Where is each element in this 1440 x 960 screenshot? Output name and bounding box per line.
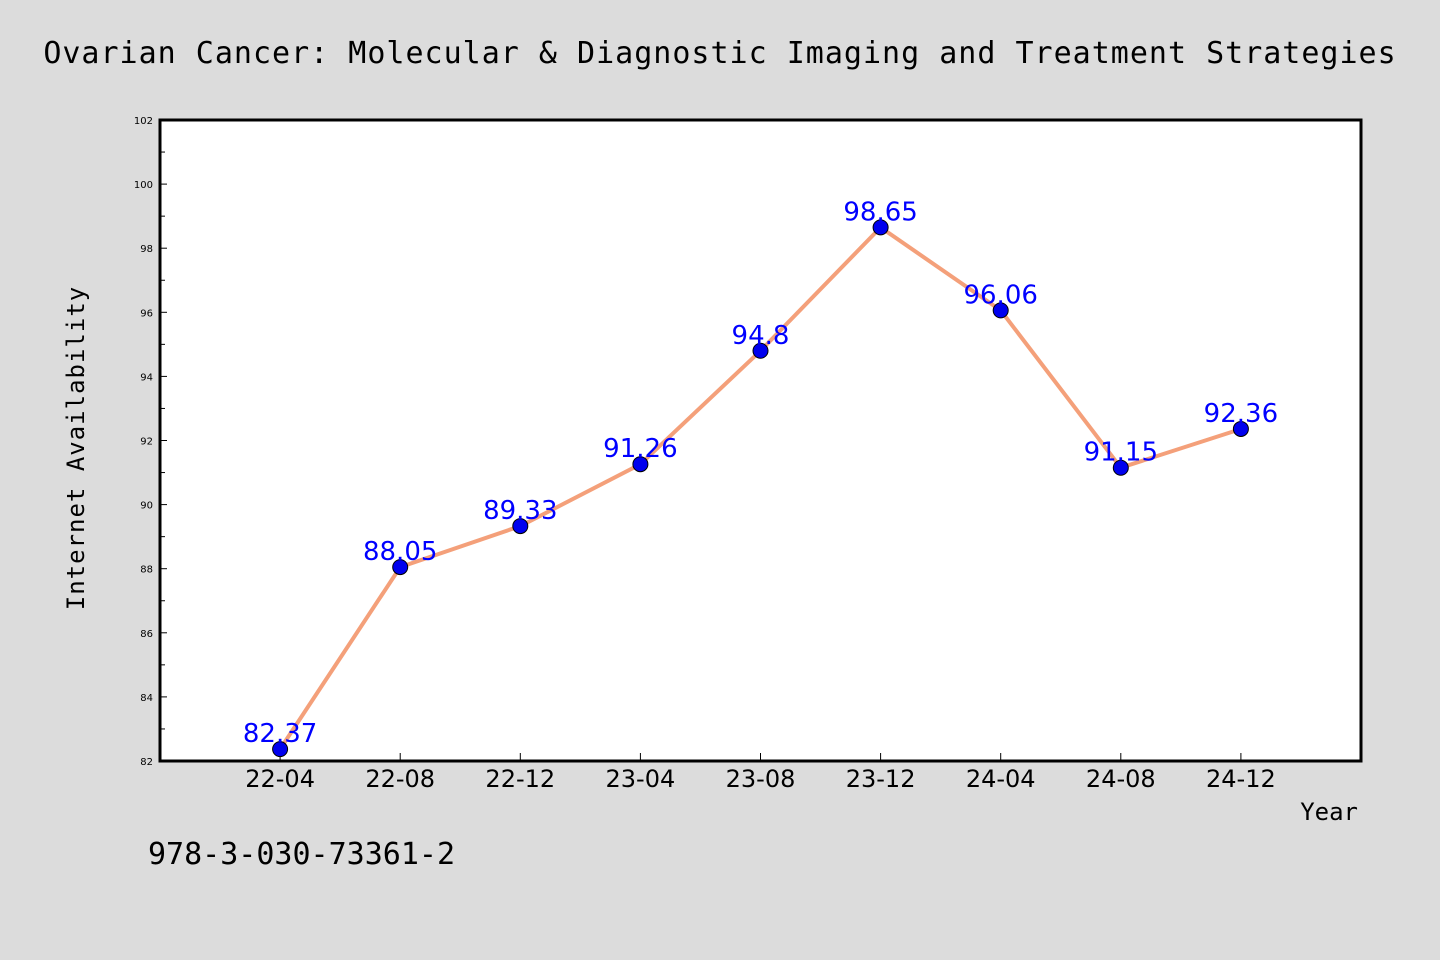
data-label: 82.37: [243, 719, 317, 749]
y-tick-label: 92: [140, 437, 153, 448]
y-tick-label: 86: [140, 629, 153, 640]
data-label: 96.06: [963, 280, 1037, 310]
x-tick-label: 23-12: [846, 765, 916, 793]
data-label: 88.05: [363, 537, 437, 567]
data-point: [632, 456, 649, 473]
x-tick-label: 22-08: [365, 765, 435, 793]
data-label: 91.26: [603, 434, 677, 464]
y-tick-label: 90: [140, 501, 153, 512]
data-point: [392, 559, 409, 576]
data-point: [512, 518, 529, 535]
data-label: 92.36: [1204, 399, 1278, 429]
x-tick-label: 24-08: [1086, 765, 1156, 793]
data-label: 91.15: [1084, 438, 1158, 468]
x-tick-label: 24-04: [966, 765, 1036, 793]
chart-title: Ovarian Cancer: Molecular & Diagnostic I…: [43, 36, 1396, 71]
isbn-footer: 978-3-030-73361-2: [148, 837, 455, 872]
y-tick-label: 84: [140, 693, 153, 704]
data-point: [752, 342, 769, 359]
data-point: [1232, 420, 1249, 437]
y-tick-label: 94: [140, 372, 153, 383]
data-label-group: 82.37 88.05 89.33 91.26 94.8 98.65 96.06 91.15 9…: [243, 197, 1278, 749]
y-tick-label: 100: [134, 180, 153, 191]
y-axis: 82 84 86 88 90 92 94 96 98 100 102: [134, 116, 167, 768]
data-point: [272, 741, 289, 758]
y-tick-label: 88: [140, 565, 153, 576]
y-tick-label: 96: [140, 308, 153, 319]
data-point: [992, 302, 1009, 319]
x-axis: 22-04 22-08 22-12 23-04 23-08 23-12 24-04 24-08…: [159, 753, 1276, 793]
data-label: 89.33: [483, 496, 557, 526]
y-tick-label: 102: [134, 116, 153, 127]
plot-frame: [158, 118, 1363, 763]
series-marker-group: [272, 219, 1249, 758]
x-tick-label: 22-04: [245, 765, 315, 793]
x-tick-label: 23-08: [726, 765, 796, 793]
data-point: [872, 219, 889, 236]
data-label: 94.8: [732, 321, 790, 351]
data-point: [1112, 459, 1129, 476]
x-axis-label: Year: [1300, 798, 1358, 826]
data-label: 98.65: [843, 197, 917, 227]
y-tick-label: 82: [140, 757, 153, 768]
y-axis-label: Internet Availability: [62, 286, 90, 610]
x-tick-label: 23-04: [606, 765, 676, 793]
x-tick-label: 24-12: [1206, 765, 1276, 793]
plot-area: [160, 120, 1361, 761]
y-tick-label: 98: [140, 244, 153, 255]
x-tick-label: 22-12: [485, 765, 555, 793]
